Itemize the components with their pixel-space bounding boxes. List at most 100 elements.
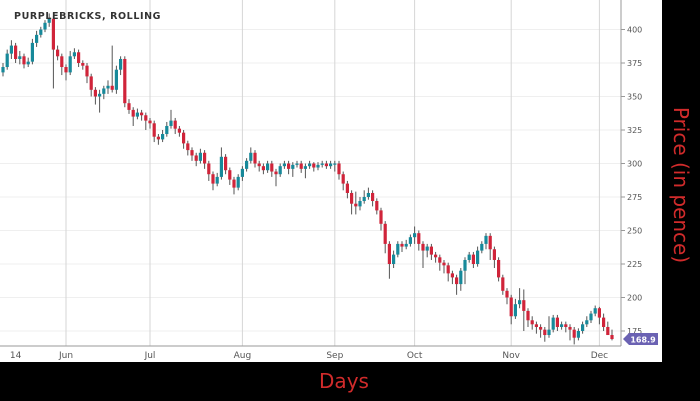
candle-body xyxy=(408,237,412,244)
candle-body xyxy=(68,56,72,73)
candle-body xyxy=(198,152,202,161)
chart-title: PURPLEBRICKS, ROLLING xyxy=(14,11,161,22)
candle xyxy=(22,53,26,69)
candle xyxy=(581,321,585,334)
candle xyxy=(173,117,177,135)
candle-body xyxy=(593,308,597,314)
candle-body xyxy=(463,259,467,271)
candle xyxy=(240,166,244,181)
candle xyxy=(576,328,580,341)
candle xyxy=(320,160,324,168)
candle-body xyxy=(5,53,9,68)
candle xyxy=(182,130,186,149)
candle xyxy=(51,16,55,89)
candle-body xyxy=(186,143,190,151)
candle xyxy=(396,241,400,258)
candle-body xyxy=(282,163,286,167)
candle xyxy=(194,152,198,167)
candle-body xyxy=(362,197,366,202)
candle-body xyxy=(488,235,492,250)
candle-body xyxy=(400,243,404,247)
candle xyxy=(438,254,442,271)
y-tick-label: 275 xyxy=(627,193,642,202)
candle-body xyxy=(597,308,601,318)
candle-body xyxy=(127,103,131,110)
candle-body xyxy=(144,115,148,121)
candle xyxy=(135,108,139,120)
candle-body xyxy=(89,76,93,90)
candle xyxy=(442,259,446,274)
candle xyxy=(610,329,614,341)
candle-body xyxy=(425,246,429,251)
candle-body xyxy=(303,166,307,169)
candle xyxy=(287,160,291,175)
candle xyxy=(547,316,551,338)
candle xyxy=(228,167,232,185)
candle xyxy=(77,49,81,68)
candle-body xyxy=(173,120,177,129)
candle xyxy=(534,321,538,334)
candle-body xyxy=(249,152,253,161)
candle xyxy=(522,289,526,331)
last-price-value: 168.9 xyxy=(630,336,656,345)
candle-body xyxy=(228,170,232,180)
candle-body xyxy=(81,63,85,66)
candle-body xyxy=(522,300,526,311)
candle-body xyxy=(476,250,480,264)
candle-body xyxy=(530,320,534,325)
candle xyxy=(148,117,152,129)
candle xyxy=(119,56,123,76)
candle-body xyxy=(236,176,240,188)
x-tick-label: 14 xyxy=(10,351,22,361)
candle-body xyxy=(102,88,106,94)
candle xyxy=(408,234,412,247)
candle xyxy=(39,26,43,38)
candle xyxy=(198,148,202,164)
candle-body xyxy=(434,254,438,258)
candle-body xyxy=(43,22,47,30)
candle-body xyxy=(471,254,475,264)
candle-body xyxy=(299,163,303,169)
candle xyxy=(249,147,253,164)
candle-body xyxy=(572,329,576,338)
candle-body xyxy=(429,246,433,255)
candle-body xyxy=(131,109,135,117)
candle-body xyxy=(518,300,522,305)
candle xyxy=(446,262,450,282)
candle-body xyxy=(51,18,55,50)
candle-body xyxy=(203,152,207,164)
candle-body xyxy=(438,257,442,263)
candle xyxy=(232,176,236,195)
candle xyxy=(144,112,148,130)
candle-body xyxy=(602,317,606,327)
candle xyxy=(203,150,207,169)
candle-body xyxy=(291,164,295,169)
candle xyxy=(526,308,530,327)
candle-body xyxy=(93,89,97,97)
candle xyxy=(467,251,471,263)
x-tick-label: Jun xyxy=(58,351,73,361)
candle xyxy=(245,158,249,172)
candle xyxy=(110,45,114,93)
candle-body xyxy=(35,34,39,43)
candle xyxy=(597,306,601,325)
candle-body xyxy=(442,262,446,266)
candle xyxy=(14,42,18,63)
candle-body xyxy=(371,192,375,202)
candle-body xyxy=(194,155,198,161)
candle xyxy=(165,121,169,137)
candle-body xyxy=(148,120,152,124)
candle-body xyxy=(257,163,261,167)
candle-body xyxy=(337,163,341,175)
candle xyxy=(270,160,274,177)
candle xyxy=(224,154,228,175)
candle-body xyxy=(152,123,156,137)
candle xyxy=(505,288,509,305)
candle xyxy=(64,64,68,81)
candle xyxy=(114,65,118,94)
candle-body xyxy=(387,243,391,264)
candle xyxy=(572,326,576,345)
candle xyxy=(26,57,30,68)
candle xyxy=(425,243,429,258)
candle-body xyxy=(333,163,337,165)
